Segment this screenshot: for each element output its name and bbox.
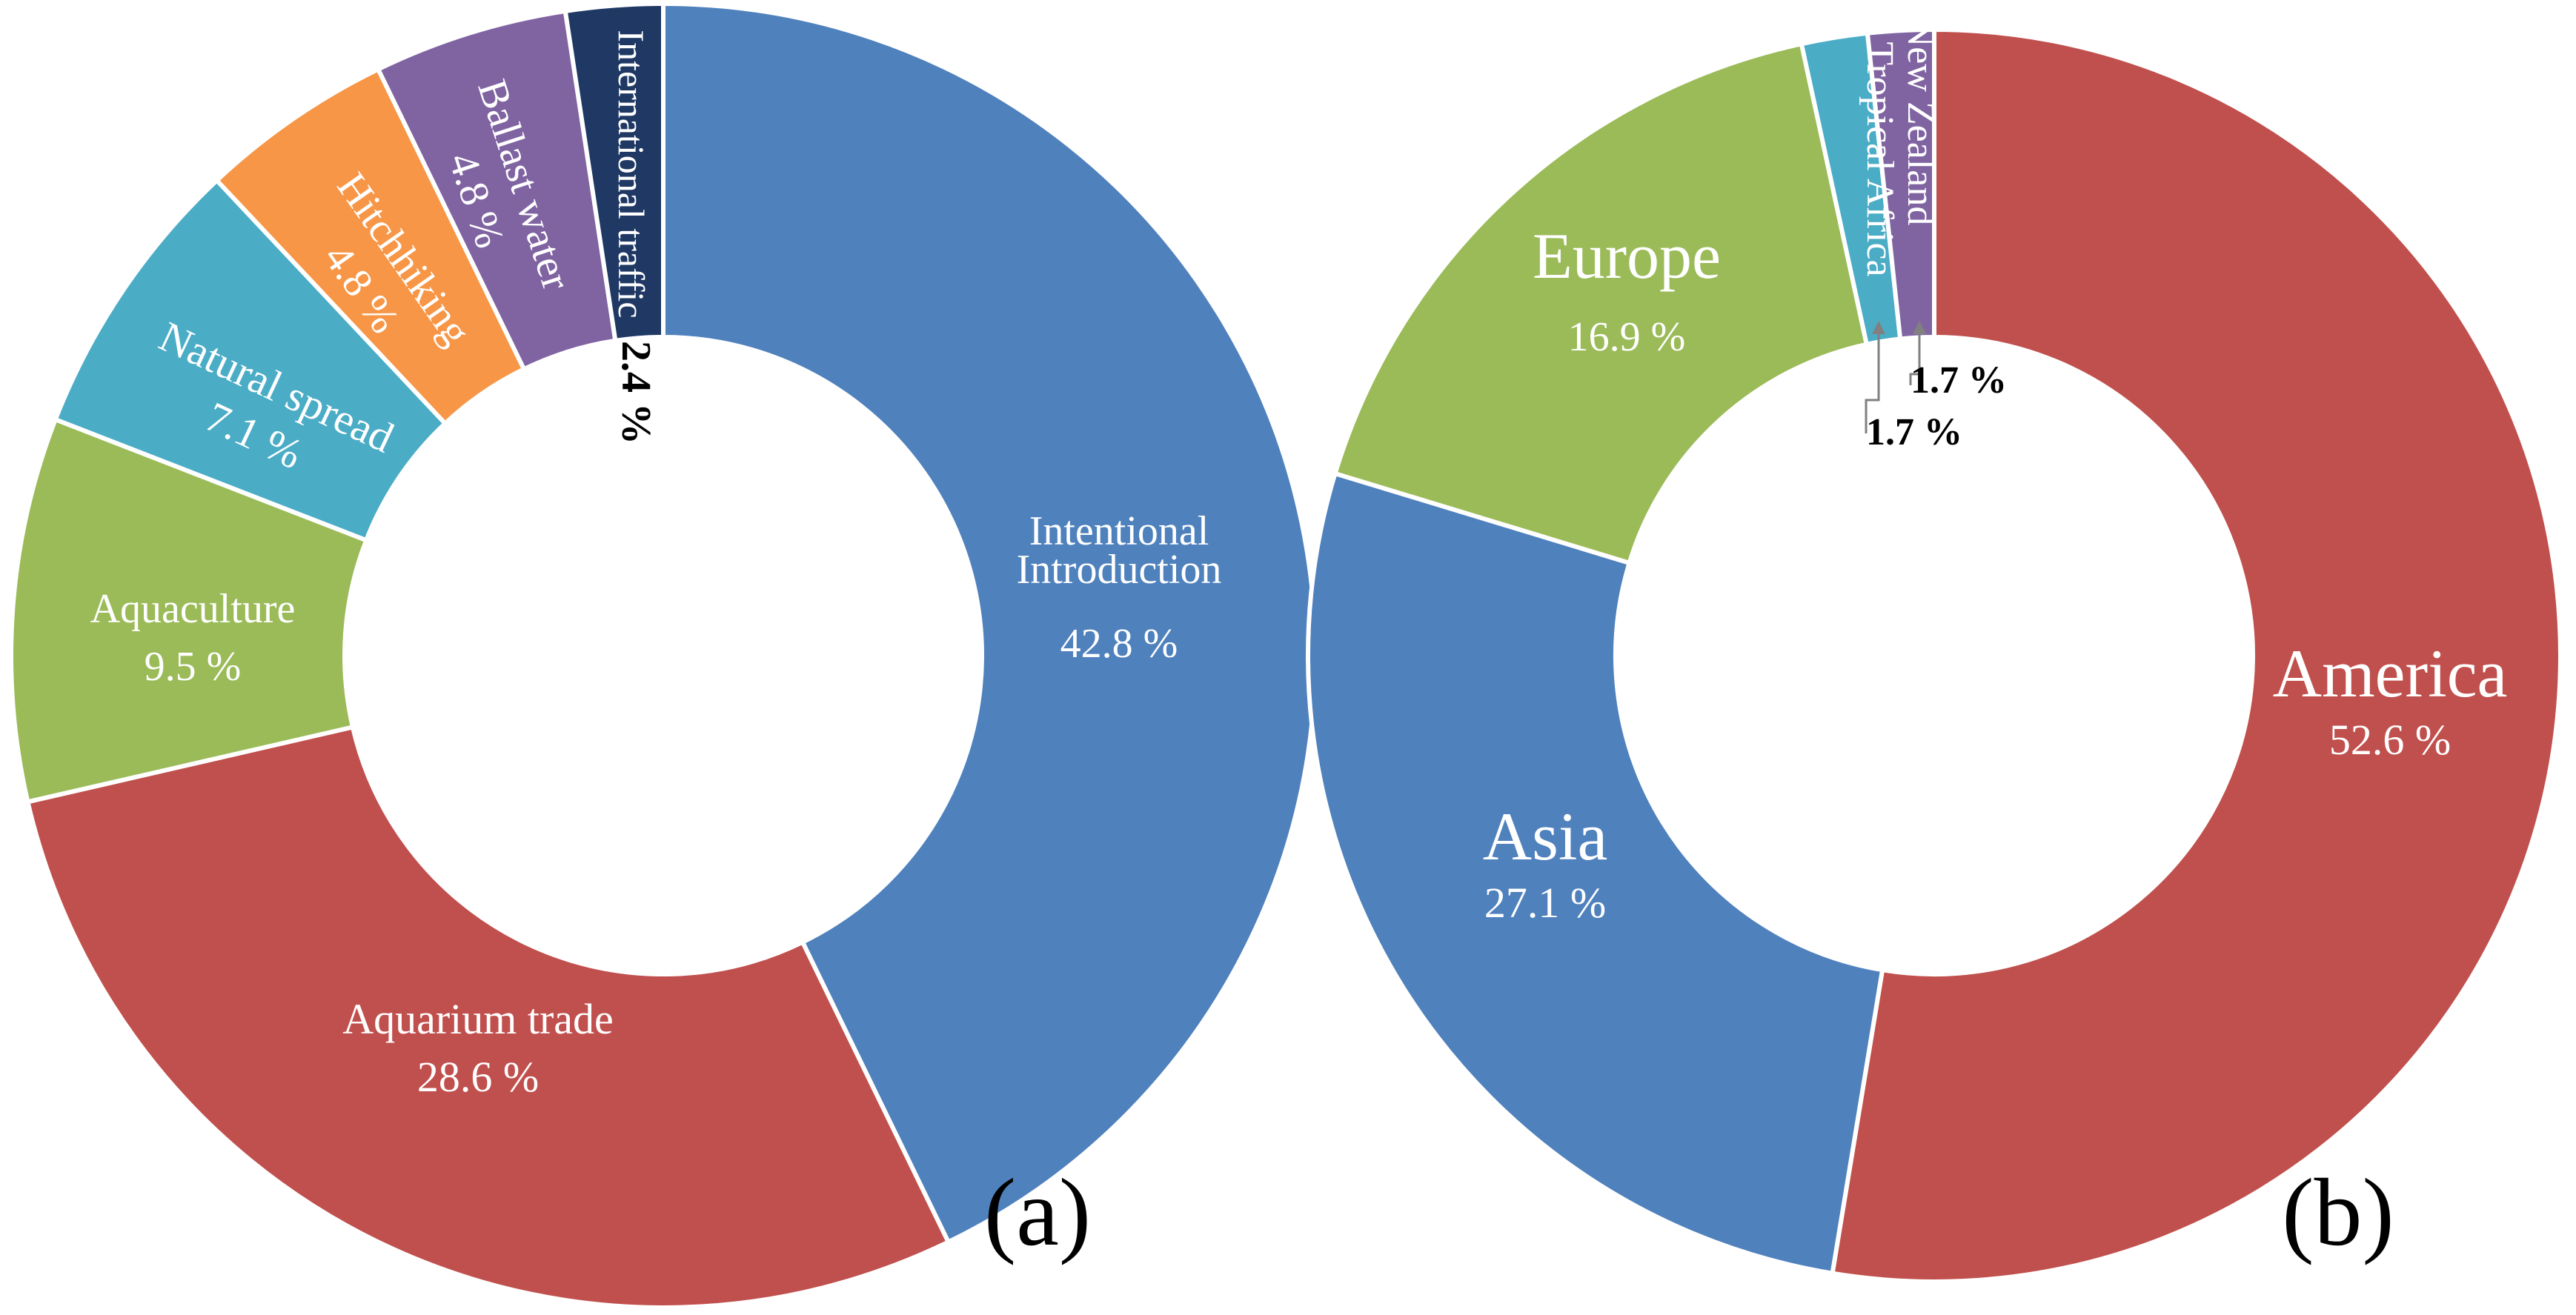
value-label-international-traffic: 2.4 % bbox=[613, 341, 659, 445]
category-label-europe: Europe bbox=[1533, 221, 1721, 293]
donut-chart-b: America 52.6 % Asia 27.1 % Europe 16.9 % Tropi… bbox=[1306, 19, 2563, 1284]
value-label-tropical-africa: 1.7 % bbox=[1866, 411, 1962, 453]
label-aquarium-trade: Aquarium trade 28.6 % bbox=[342, 995, 614, 1101]
slice-international-traffic bbox=[562, 1, 665, 344]
label-asia: Asia 27.1 % bbox=[1483, 799, 1608, 927]
category-label-aquarium-trade: Aquarium trade bbox=[342, 995, 614, 1043]
category-label-asia: Asia bbox=[1483, 799, 1608, 874]
category-label-aquaculture: Aquaculture bbox=[90, 586, 296, 632]
slice-aquaculture bbox=[9, 416, 370, 805]
value-label-aquarium-trade: 28.6 % bbox=[417, 1053, 539, 1101]
label-aquaculture: Aquaculture 9.5 % bbox=[90, 586, 296, 690]
slice-new-zealand bbox=[1865, 27, 1936, 342]
label-europe: Europe 16.9 % bbox=[1533, 221, 1721, 360]
value-label-asia: 27.1 % bbox=[1484, 879, 1606, 927]
panel-label: (a) bbox=[984, 1159, 1091, 1266]
leader-arrow-tropical-africa bbox=[1872, 321, 1885, 334]
category-label-new-zealand: New Zealand bbox=[1899, 19, 1942, 226]
label-america: America 52.6 % bbox=[2273, 636, 2508, 764]
category-label-international-traffic: International traffic bbox=[611, 30, 652, 318]
leader-line-new-zealand bbox=[1909, 330, 1921, 385]
panel-label: (b) bbox=[2282, 1159, 2394, 1266]
slice-intentional-introduction bbox=[661, 1, 1318, 1245]
leader-line-tropical-africa bbox=[1865, 330, 1880, 433]
category-label-america: America bbox=[2273, 636, 2508, 711]
label-new-zealand: New Zealand bbox=[1899, 19, 1942, 226]
value-label-new-zealand: 1.7 % bbox=[1911, 359, 2007, 402]
value-label-america: 52.6 % bbox=[2329, 716, 2451, 764]
slice-aquarium-trade bbox=[24, 724, 952, 1310]
slice-europe bbox=[1332, 41, 1870, 566]
category-label-intentional-introduction: Introduction bbox=[1017, 547, 1222, 593]
category-label-intentional-introduction: Intentional bbox=[1029, 508, 1209, 554]
value-label-intentional-introduction: 42.8 % bbox=[1060, 621, 1178, 667]
label-tropical-africa: Tropical Africa bbox=[1859, 41, 1901, 276]
slice-asia bbox=[1306, 470, 1885, 1276]
leader-arrow-new-zealand bbox=[1913, 321, 1926, 334]
slice-america bbox=[1830, 27, 2563, 1284]
label-international-traffic: International traffic bbox=[611, 30, 652, 318]
value-label-europe: 16.9 % bbox=[1568, 314, 1686, 360]
value-label-aquaculture: 9.5 % bbox=[145, 644, 242, 690]
category-label-tropical-africa: Tropical Africa bbox=[1859, 41, 1901, 276]
